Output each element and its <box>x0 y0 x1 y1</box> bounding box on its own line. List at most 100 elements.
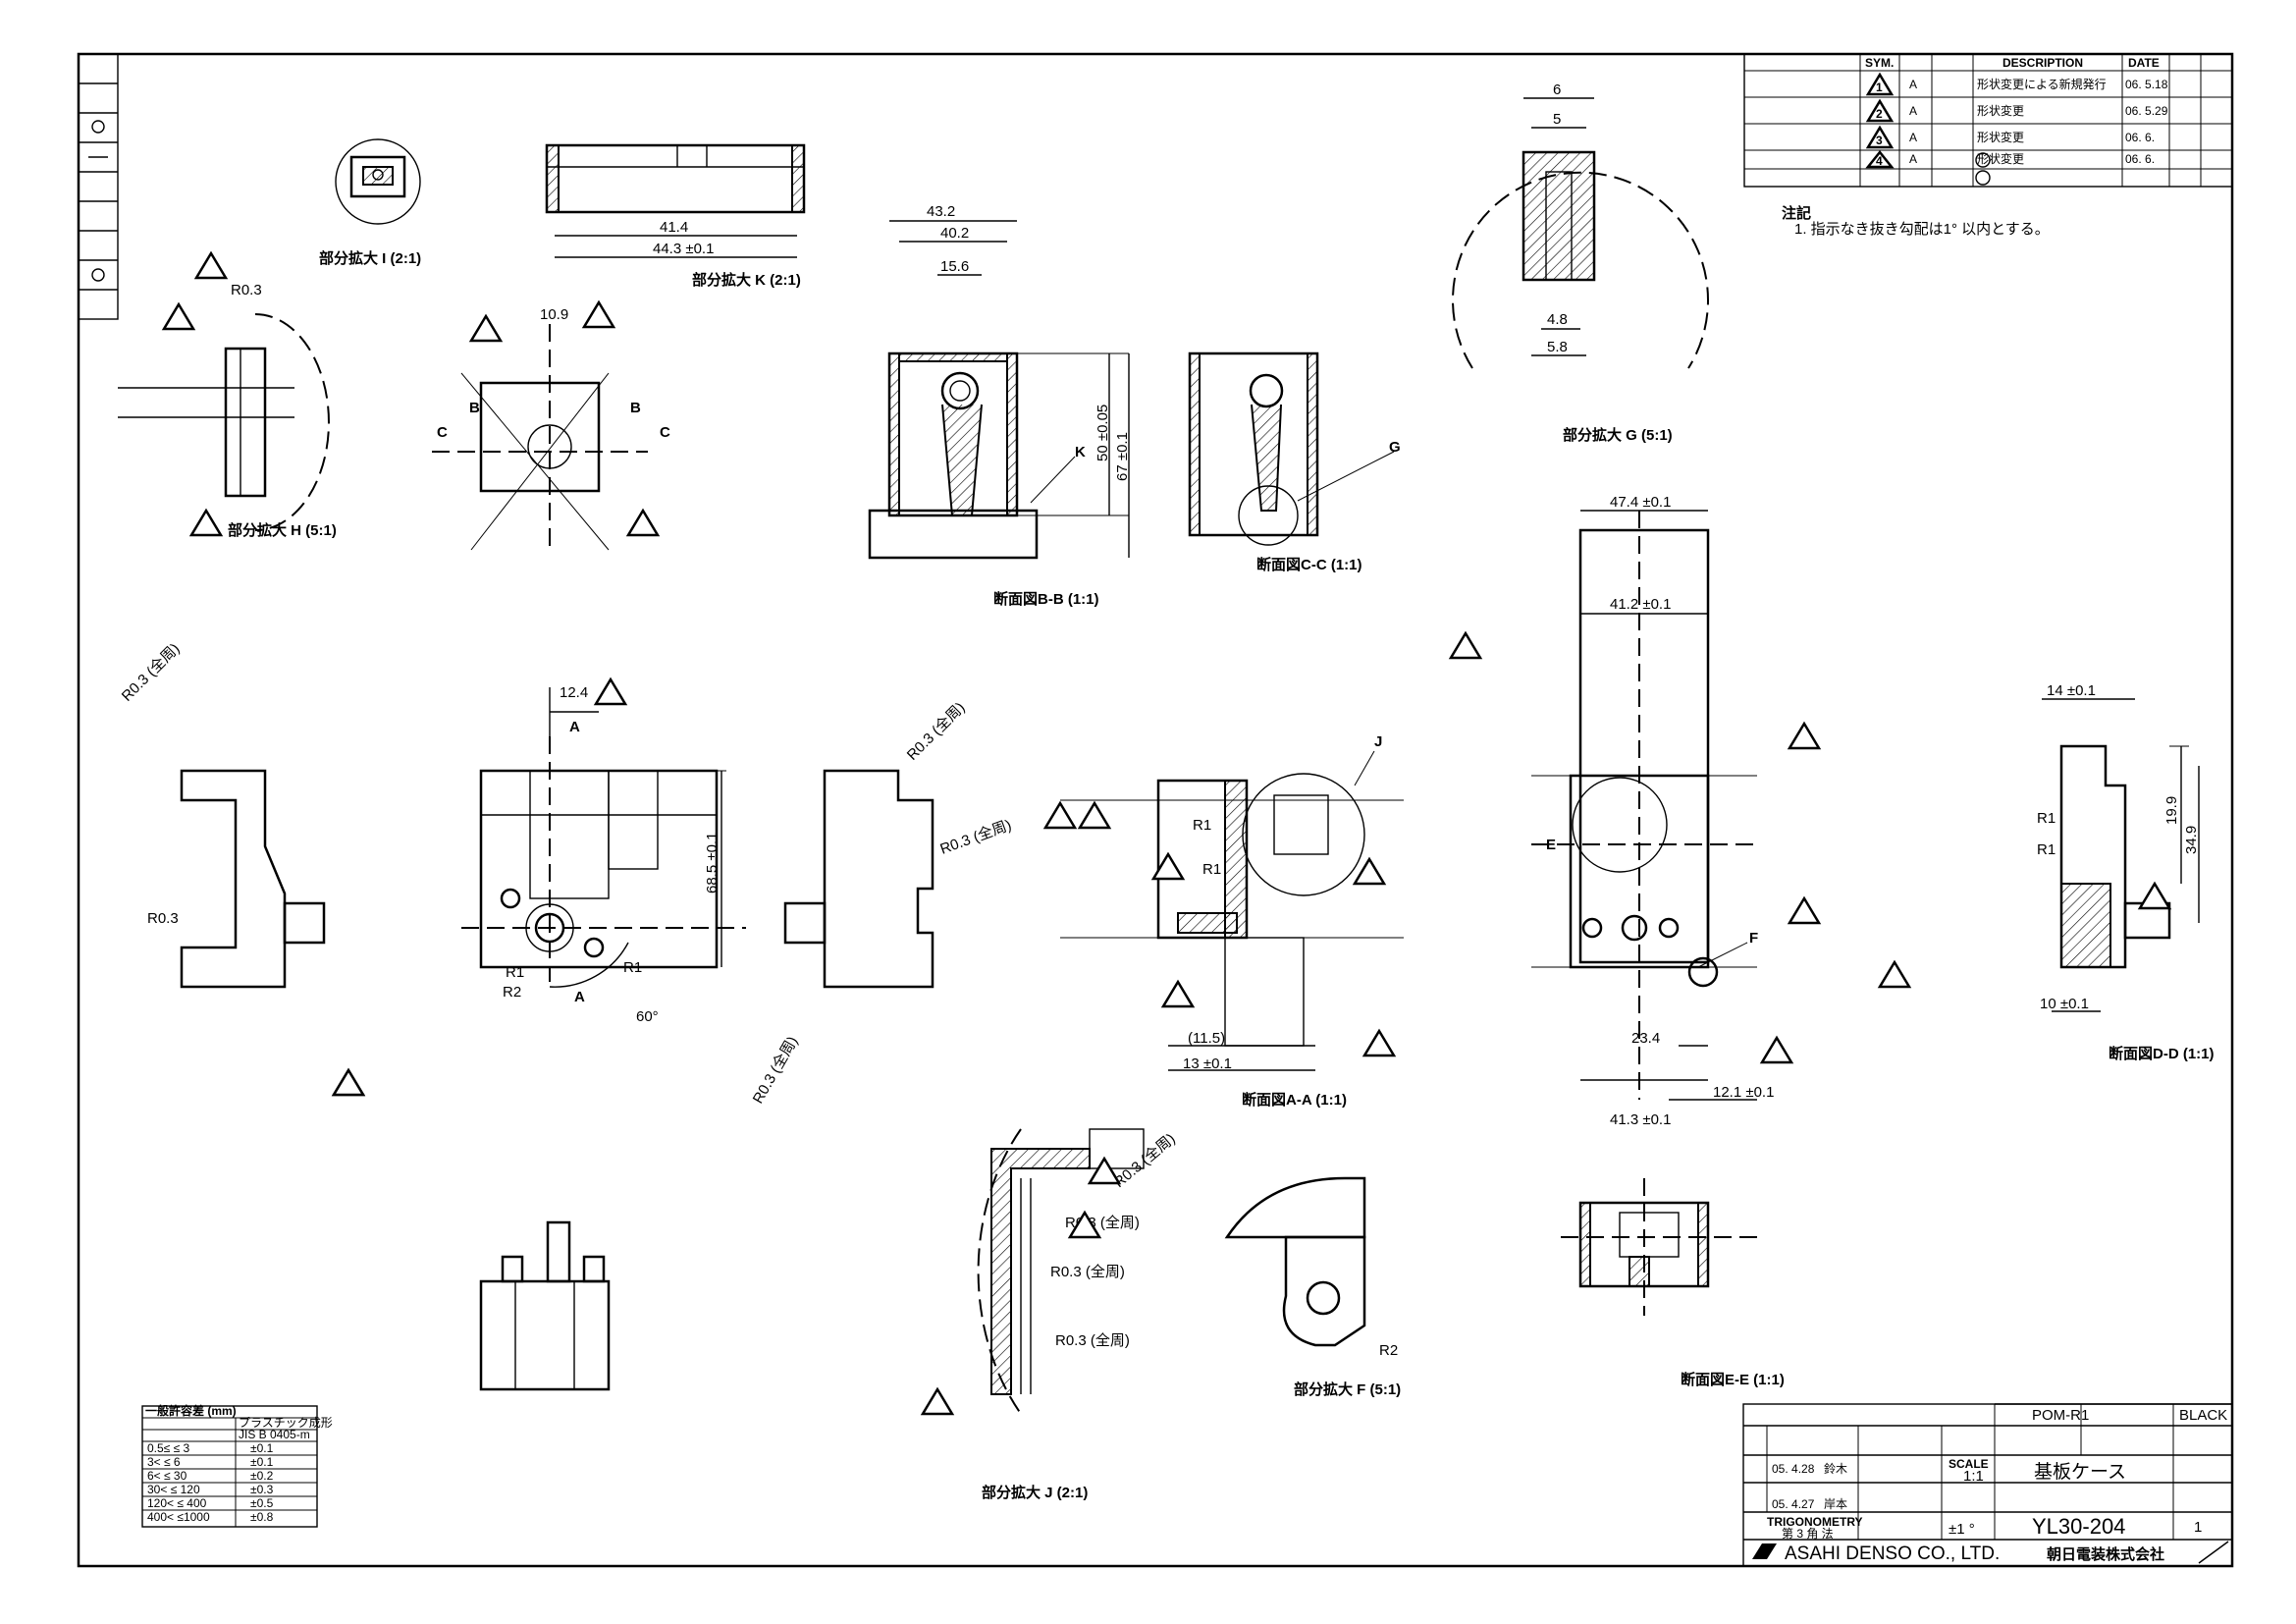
svg-text:形状変更: 形状変更 <box>1977 130 2024 144</box>
svg-text:K: K <box>1075 444 1086 460</box>
section-aa-view: (11.5) 13 ±0.1 R1 R1 J 断面図A-A (1:1) <box>1042 733 1404 1109</box>
dim-50: 50 ±0.05 <box>1095 405 1111 461</box>
svg-text:R1: R1 <box>1202 861 1221 878</box>
svg-text:06. 5.18: 06. 5.18 <box>2125 78 2168 91</box>
svg-text:C: C <box>437 424 448 441</box>
tol-row: 400< ≤1000 ±0.8 <box>147 1510 274 1524</box>
tb-drawing-no: YL30-204 <box>2032 1514 2125 1539</box>
dim-13: 13 ±0.1 <box>1183 1056 1232 1072</box>
tol-row: 120< ≤ 400 ±0.5 <box>147 1496 274 1510</box>
dim-10: 10 ±0.1 <box>2040 996 2089 1012</box>
dim-44-3: 44.3 ±0.1 <box>653 241 714 257</box>
title-block: POM-R1 BLACK 基板ケース SCALE 1:1 05. 4.28 鈴木… <box>1742 1403 2233 1567</box>
svg-text:R0.3: R0.3 <box>231 282 262 298</box>
label-detail-i: 部分拡大 I (2:1) <box>319 249 421 267</box>
svg-text:R0.3 (全周): R0.3 (全周) <box>749 1033 802 1107</box>
svg-text:120< ≤ 400: 120< ≤ 400 <box>147 1496 207 1510</box>
label-detail-k: 部分拡大 K (2:1) <box>692 271 801 289</box>
svg-text:06. 6.: 06. 6. <box>2125 131 2155 144</box>
side-view-left: R0.3 (全周) R0.3 <box>118 639 366 1097</box>
svg-text:R0.3 (全周): R0.3 (全周) <box>937 816 1013 858</box>
svg-text:B: B <box>630 400 641 416</box>
dim-5-8: 5.8 <box>1547 339 1568 355</box>
dim-6: 6 <box>1553 81 1561 98</box>
svg-text:A: A <box>1909 152 1917 166</box>
section-bb-view: 43.2 40.2 15.6 50 ±0.05 67 ±0.1 K 断面図B-B… <box>868 203 1131 608</box>
svg-text:B: B <box>469 400 480 416</box>
svg-text:R0.3 (全周): R0.3 (全周) <box>903 698 968 763</box>
svg-text:R0.3 (全周): R0.3 (全周) <box>1050 1263 1125 1280</box>
svg-text:一般許容差 (mm): 一般許容差 (mm) <box>145 1403 237 1418</box>
svg-text:R2: R2 <box>1379 1342 1398 1359</box>
svg-text:A: A <box>574 989 585 1005</box>
top-view-small: 10.9 C C B B <box>432 299 670 551</box>
tol-row: 3< ≤ 6 ±0.1 <box>147 1455 274 1469</box>
label-detail-f: 部分拡大 F (5:1) <box>1294 1380 1401 1398</box>
svg-text:10.9: 10.9 <box>540 306 568 323</box>
dim-41-3: 41.3 ±0.1 <box>1610 1111 1671 1128</box>
detail-k-view: 41.4 44.3 ±0.1 部分拡大 K (2:1) <box>545 143 806 289</box>
svg-text:A: A <box>1909 78 1917 91</box>
dim-12-1: 12.1 ±0.1 <box>1713 1084 1774 1101</box>
svg-text:4: 4 <box>1876 154 1883 168</box>
main-plan-view: 47.4 ±0.1 41.2 ±0.1 41.3 ±0.1 23.4 12.1 … <box>1448 494 1912 1128</box>
svg-text:1: 1 <box>1876 81 1883 94</box>
sheet-border <box>77 52 2234 1568</box>
svg-text:R1: R1 <box>2037 841 2056 858</box>
bottom-view-small <box>479 1220 611 1391</box>
dim-41-2: 41.2 ±0.1 <box>1610 596 1671 613</box>
svg-text:R0.3 (全周): R0.3 (全周) <box>118 639 183 704</box>
rev-row: 4 A 形状変更 06. 6. <box>1865 149 2155 169</box>
svg-text:E: E <box>1546 837 1556 853</box>
label-detail-h: 部分拡大 H (5:1) <box>228 521 337 539</box>
svg-text:A: A <box>1909 104 1917 118</box>
dim-11-5: (11.5) <box>1188 1030 1225 1047</box>
rev-header-desc: DESCRIPTION <box>2002 56 2083 70</box>
svg-text:形状変更による新規発行: 形状変更による新規発行 <box>1977 77 2107 91</box>
svg-text:A: A <box>569 719 580 735</box>
note-title: 注記 <box>1782 204 1811 222</box>
svg-text:G: G <box>1389 439 1401 456</box>
dim-43-2: 43.2 <box>927 203 955 220</box>
dim-23-4: 23.4 <box>1631 1030 1660 1047</box>
detail-j-view: R0.3 (全周) R0.3 (全周) R0.3 (全周) R0.3 (全周) … <box>920 1128 1179 1501</box>
dim-68-5: 68.5 ±0.1 <box>704 833 721 893</box>
svg-text:R0.3 (全周): R0.3 (全周) <box>1110 1130 1179 1192</box>
svg-text:形状変更: 形状変更 <box>1977 103 2024 118</box>
svg-text:JIS B 0405-m: JIS B 0405-m <box>239 1428 310 1441</box>
dim-14: 14 ±0.1 <box>2047 682 2096 699</box>
detail-i-view: 部分拡大 I (2:1) <box>319 138 421 267</box>
svg-text:R2: R2 <box>503 984 521 1001</box>
svg-text:30< ≤ 120: 30< ≤ 120 <box>147 1483 200 1496</box>
label-detail-g: 部分拡大 G (5:1) <box>1563 426 1673 444</box>
dim-19-9: 19.9 <box>2163 796 2180 825</box>
svg-text:3: 3 <box>1876 134 1883 147</box>
svg-text:C: C <box>660 424 670 441</box>
svg-text:0.5≤ ≤ 3: 0.5≤ ≤ 3 <box>147 1441 190 1455</box>
company-logo-icon <box>1752 1543 1777 1559</box>
section-cc-view: G 断面図C-C (1:1) <box>1188 352 1401 573</box>
detail-h-view: R0.3 部分拡大 H (5:1) <box>118 250 337 539</box>
svg-text:6< ≤ 30: 6< ≤ 30 <box>147 1469 187 1483</box>
label-section-bb: 断面図B-B (1:1) <box>993 590 1099 608</box>
svg-text:R0.3 (全周): R0.3 (全周) <box>1055 1331 1130 1349</box>
label-detail-j: 部分拡大 J (2:1) <box>982 1484 1088 1501</box>
detail-g-view: 6 5 4.8 5.8 部分拡大 G (5:1) <box>1452 81 1709 444</box>
front-view: 12.4 A A 68.5 ±0.1 60° R1 R1 R2 <box>331 677 746 1097</box>
svg-text:06. 6.: 06. 6. <box>2125 152 2155 166</box>
dim-60deg: 60° <box>636 1008 659 1025</box>
tb-company-jp: 朝日電装株式会社 <box>2047 1545 2164 1563</box>
svg-text:J: J <box>1374 733 1382 750</box>
tb-trig-sub: 第 3 角 法 <box>1782 1527 1834 1541</box>
svg-text:400< ≤1000: 400< ≤1000 <box>147 1510 210 1524</box>
svg-text:±0.8: ±0.8 <box>250 1510 274 1524</box>
tb-sheet-no: 1 <box>2194 1519 2202 1536</box>
svg-text:06. 5.29: 06. 5.29 <box>2125 104 2168 118</box>
tb-angle-tol: ±1 ° <box>1949 1521 1975 1538</box>
svg-text:F: F <box>1749 930 1758 947</box>
tb-color: BLACK <box>2179 1407 2227 1424</box>
rev-row: 3 A 形状変更 06. 6. <box>1865 125 2155 149</box>
tolerance-table: 一般許容差 (mm) プラスチック成形 JIS B 0405-m 0.5≤ ≤ … <box>141 1403 333 1528</box>
dim-34-9: 34.9 <box>2183 826 2200 854</box>
section-dd-view: 14 ±0.1 10 ±0.1 19.9 34.9 R1 R1 断面図D-D (… <box>2037 682 2215 1062</box>
